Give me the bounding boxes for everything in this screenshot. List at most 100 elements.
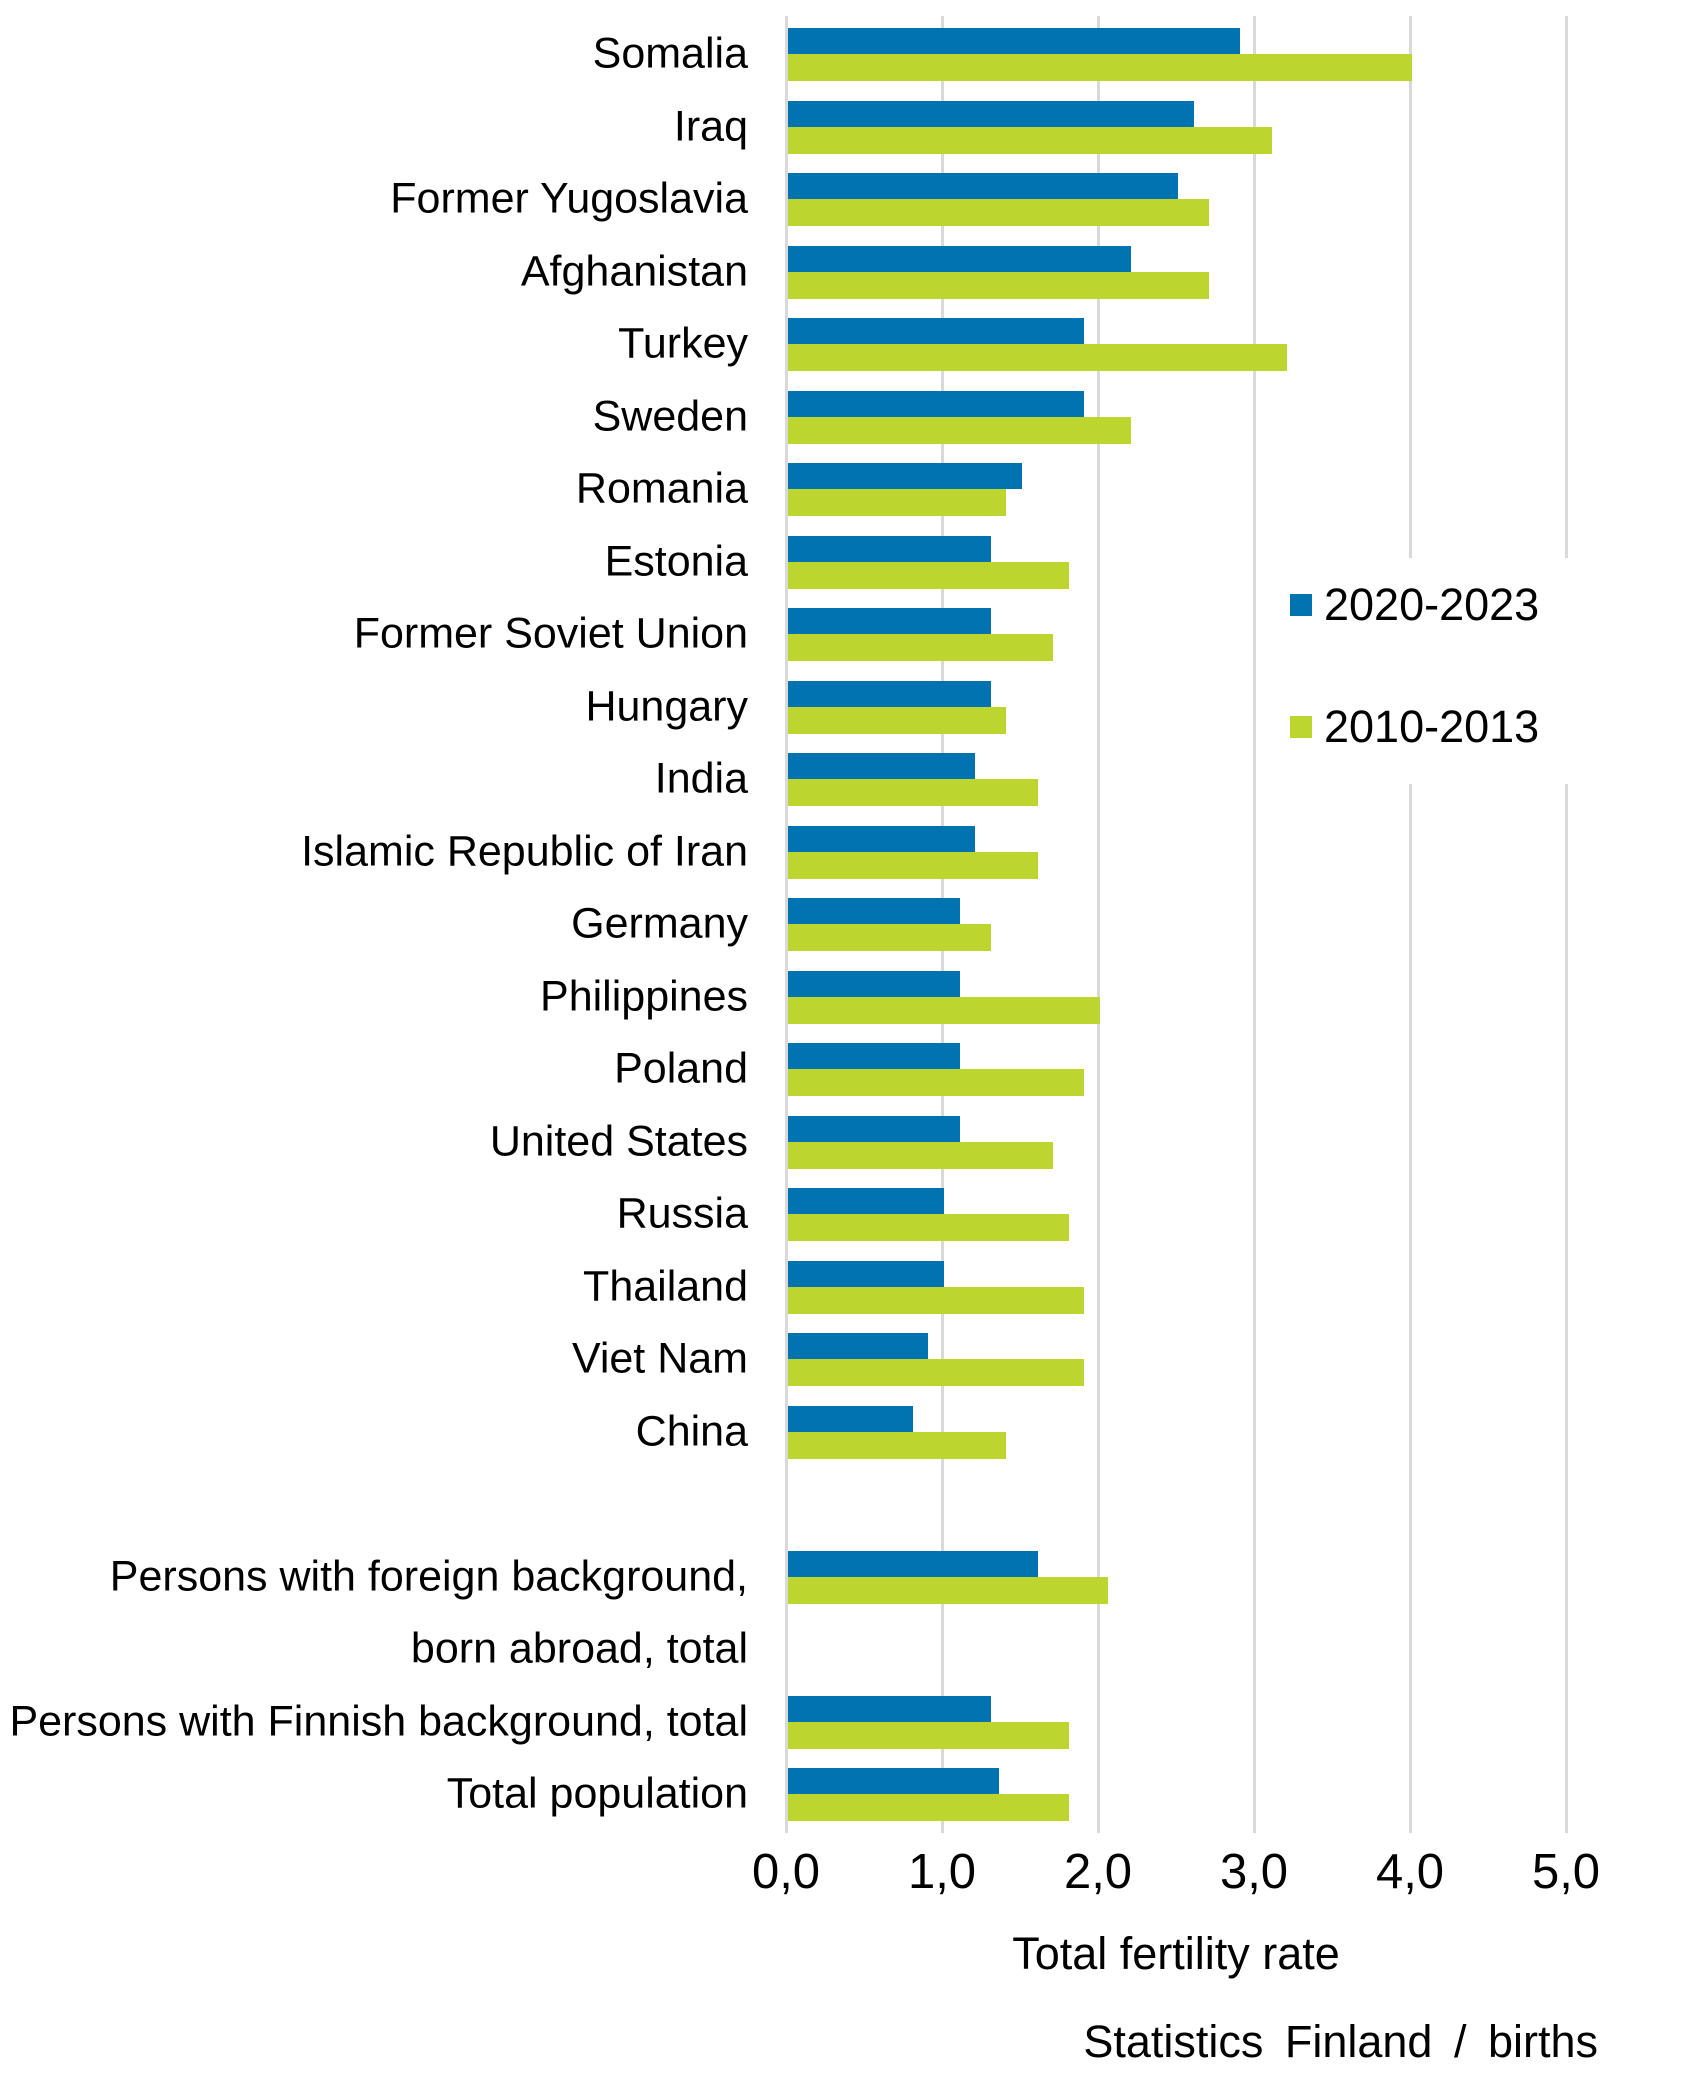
category-label: Iraq bbox=[673, 101, 748, 150]
gridline bbox=[1409, 16, 1412, 1822]
bar-2020-2023 bbox=[788, 1695, 991, 1722]
axis-tick-mark bbox=[1097, 1822, 1100, 1833]
category-label: Estonia bbox=[604, 536, 748, 585]
bar-2010-2013 bbox=[788, 779, 1038, 806]
legend-entry-2020-2023: 2020-2023 bbox=[1290, 580, 1539, 630]
legend-label-2020-2023: 2020-2023 bbox=[1324, 579, 1540, 630]
category-label: born abroad, total bbox=[410, 1624, 748, 1673]
x-tick-label: 4,0 bbox=[1375, 1845, 1445, 1899]
bar-2010-2013 bbox=[788, 634, 1053, 661]
category-label: Afghanistan bbox=[520, 246, 748, 295]
bar-2010-2013 bbox=[788, 199, 1209, 226]
category-label: Former Soviet Union bbox=[353, 609, 748, 658]
gridline bbox=[1097, 16, 1100, 1822]
bar-2020-2023 bbox=[788, 318, 1084, 344]
axis-tick-mark bbox=[941, 1822, 944, 1833]
bar-2020-2023 bbox=[788, 1188, 944, 1214]
category-label: Former Yugoslavia bbox=[390, 174, 748, 223]
bar-2010-2013 bbox=[788, 851, 1038, 879]
legend-swatch-2010-2013-icon bbox=[1290, 715, 1312, 738]
category-label: Islamic Republic of Iran bbox=[301, 826, 748, 875]
bar-2010-2013 bbox=[788, 416, 1131, 444]
bar-2020-2023 bbox=[788, 1115, 960, 1142]
bar-2010-2013 bbox=[788, 1794, 1069, 1821]
category-label: Persons with foreign background, bbox=[109, 1551, 748, 1600]
bar-2010-2013 bbox=[788, 1576, 1108, 1604]
bar-2010-2013 bbox=[788, 1214, 1069, 1241]
bar-2020-2023 bbox=[788, 463, 1022, 489]
gridline bbox=[1565, 16, 1568, 1822]
axis-tick-mark bbox=[1253, 1822, 1256, 1833]
bar-2020-2023 bbox=[788, 1260, 944, 1287]
category-label: Sweden bbox=[592, 391, 748, 440]
category-label: United States bbox=[489, 1116, 748, 1165]
category-label: Romania bbox=[575, 464, 748, 513]
bar-2020-2023 bbox=[788, 825, 975, 852]
category-label: Hungary bbox=[585, 681, 748, 730]
credit-line: Statistics Finland / births bbox=[1083, 2016, 1598, 2067]
axis-tick-mark bbox=[1409, 1822, 1412, 1833]
bar-2020-2023 bbox=[788, 1550, 1038, 1577]
bar-2010-2013 bbox=[788, 1721, 1069, 1749]
bar-2020-2023 bbox=[788, 970, 960, 997]
category-label: Viet Nam bbox=[571, 1334, 748, 1383]
category-label: India bbox=[654, 754, 748, 803]
bar-2010-2013 bbox=[788, 561, 1069, 589]
category-label: Persons with Finnish background, total bbox=[9, 1696, 748, 1745]
axis-tick-mark bbox=[1565, 1822, 1568, 1833]
bar-2010-2013 bbox=[788, 706, 1006, 734]
category-label: Total population bbox=[446, 1769, 748, 1818]
category-label: Germany bbox=[571, 899, 748, 948]
bar-2020-2023 bbox=[788, 1405, 913, 1432]
category-labels: Somalia Iraq Former Yugoslavia Afghanistan T… bbox=[0, 16, 748, 1822]
legend-label-2010-2013: 2010-2013 bbox=[1324, 701, 1540, 752]
category-label: Somalia bbox=[592, 29, 748, 78]
x-tick-label: 0,0 bbox=[751, 1845, 821, 1899]
x-tick-label: 3,0 bbox=[1219, 1845, 1289, 1899]
x-tick-label: 5,0 bbox=[1531, 1845, 1601, 1899]
bar-2010-2013 bbox=[788, 344, 1287, 371]
gridline bbox=[1253, 16, 1256, 1822]
category-label: Turkey bbox=[618, 319, 748, 368]
legend-entry-2010-2013: 2010-2013 bbox=[1290, 702, 1539, 752]
bar-2020-2023 bbox=[788, 1333, 928, 1359]
bar-2010-2013 bbox=[788, 489, 1006, 516]
bar-2010-2013 bbox=[788, 126, 1272, 154]
bar-2020-2023 bbox=[788, 1043, 960, 1069]
bar-2010-2013 bbox=[788, 271, 1209, 299]
bar-2020-2023 bbox=[788, 898, 960, 924]
bar-2020-2023 bbox=[788, 680, 991, 707]
bar-2010-2013 bbox=[788, 996, 1100, 1024]
bar-2010-2013 bbox=[788, 1431, 1006, 1459]
bar-2020-2023 bbox=[788, 753, 975, 779]
bar-2010-2013 bbox=[788, 1359, 1084, 1386]
bar-2010-2013 bbox=[788, 1141, 1053, 1169]
bar-2020-2023 bbox=[788, 1768, 999, 1794]
bar-2010-2013 bbox=[788, 54, 1412, 81]
bar-2010-2013 bbox=[788, 924, 991, 951]
bar-2020-2023 bbox=[788, 245, 1131, 272]
category-label: Poland bbox=[614, 1044, 748, 1093]
bar-2020-2023 bbox=[788, 535, 991, 562]
category-label: Russia bbox=[616, 1189, 748, 1238]
bar-2020-2023 bbox=[788, 173, 1178, 199]
x-tick-label: 1,0 bbox=[907, 1845, 977, 1899]
legend-swatch-2020-2023-icon bbox=[1290, 593, 1312, 616]
category-label: China bbox=[635, 1406, 748, 1455]
bar-2020-2023 bbox=[788, 608, 991, 634]
category-label: Philippines bbox=[540, 971, 748, 1020]
bar-2020-2023 bbox=[788, 390, 1084, 417]
x-axis-tick-labels: 0,0 1,0 2,0 3,0 4,0 5,0 bbox=[0, 1848, 1688, 1912]
x-axis-title: Total fertility rate bbox=[1012, 1928, 1340, 1979]
bar-2020-2023 bbox=[788, 28, 1240, 54]
x-tick-label: 2,0 bbox=[1063, 1845, 1133, 1899]
bar-2010-2013 bbox=[788, 1069, 1084, 1096]
bar-2020-2023 bbox=[788, 100, 1194, 127]
gridline bbox=[785, 16, 788, 1822]
bar-2010-2013 bbox=[788, 1286, 1084, 1314]
legend: 2020-2023 2010-2013 bbox=[1260, 558, 1576, 784]
axis-tick-mark bbox=[785, 1822, 788, 1833]
plot-area bbox=[785, 16, 1648, 1833]
category-label: Thailand bbox=[583, 1261, 748, 1310]
